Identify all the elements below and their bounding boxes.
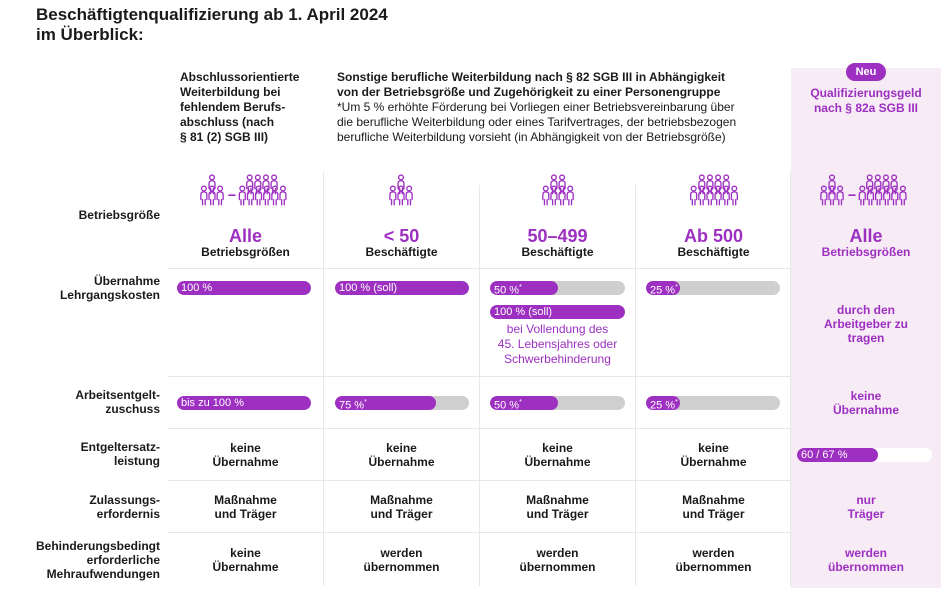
title-line-1: Beschäftigtenqualifizierung ab 1. April … xyxy=(36,5,388,24)
progress-bar: 25 %* xyxy=(646,396,780,410)
progress-bar: 100 % (soll) xyxy=(335,281,469,295)
row-label-zulassungserfordernis: Zulassungs-erfordernis xyxy=(89,493,160,521)
entgeltersatz-c1: keine Übernahme xyxy=(212,441,279,469)
entgeltersatz-c3: keine Übernahme xyxy=(524,441,591,469)
progress-fill xyxy=(177,396,311,410)
row-label-mehraufwendungen: Behinderungsbedingt erforderliche Mehraufw… xyxy=(36,539,160,581)
zulassung-c2: Maßnahme und Träger xyxy=(370,493,433,521)
people-group-range-icon xyxy=(200,174,287,206)
mehraufwendungen-c4: werden übernommen xyxy=(675,546,752,574)
zulassung-c4: Maßnahme und Träger xyxy=(682,493,745,521)
column-divider xyxy=(790,172,791,586)
progress-fill xyxy=(335,281,469,295)
column-header-qualifizierungsgeld: Qualifizierungsgeld nach § 82a SGB III xyxy=(810,86,922,115)
row-divider xyxy=(168,480,790,481)
column-divider xyxy=(323,172,324,586)
progress-label: 100 % (soll) xyxy=(494,306,553,318)
row-divider xyxy=(168,428,790,429)
new-badge: Neu xyxy=(846,63,886,81)
people-group-range-icon xyxy=(820,174,907,206)
progress-bar: bis zu 100 % xyxy=(177,396,311,410)
progress-label: 60 / 67 % xyxy=(801,449,848,461)
row-label-entgeltersatzleistung: Entgeltersatz-leistung xyxy=(80,440,160,468)
lehrgangskosten-c5: durch den Arbeitgeber zu tragen xyxy=(823,303,908,345)
betriebsgroesse-unit-c3: Beschäftigte xyxy=(521,245,594,259)
row-label-arbeitsentgeltzuschuss: Arbeitsentgelt-zuschuss xyxy=(75,388,160,416)
progress-label: bis zu 100 % xyxy=(181,397,244,409)
row-label-lehrgangskosten: Übernahme Lehrgangskosten xyxy=(59,274,160,302)
entgeltersatz-c4: keine Übernahme xyxy=(680,441,747,469)
column-header-abschlussorientiert: Abschlussorientierte Weiterbildung bei f… xyxy=(180,70,300,144)
betriebsgroesse-value-c2: < 50 xyxy=(383,226,420,246)
title-line-2: im Überblick: xyxy=(36,25,144,44)
betriebsgroesse-unit-c1: Betriebsgrößen xyxy=(201,245,290,259)
betriebsgroesse-value-c4: Ab 500 xyxy=(683,226,744,246)
column-divider xyxy=(479,185,480,586)
zulassung-c3: Maßnahme und Träger xyxy=(526,493,589,521)
progress-fill xyxy=(177,281,311,295)
column-header-sonstige-weiterbildung: Sonstige berufliche Weiterbildung nach §… xyxy=(337,70,787,145)
column-divider xyxy=(635,185,636,586)
progress-label: 25 %* xyxy=(650,399,678,410)
progress-fill xyxy=(335,396,436,410)
header-footnote: *Um 5 % erhöhte Förderung bei Vorliegen … xyxy=(337,100,737,144)
row-divider xyxy=(168,268,790,269)
people-small-group-icon xyxy=(389,174,413,206)
betriebsgroesse-unit-c5: Betriebsgrößen xyxy=(821,245,911,259)
progress-bar: 25 %* xyxy=(646,281,780,295)
row-divider xyxy=(168,376,790,377)
betriebsgroesse-value-c1: Alle xyxy=(228,226,262,246)
mehraufwendungen-c3: werden übernommen xyxy=(519,546,596,574)
progress-fill xyxy=(646,396,680,410)
row-divider xyxy=(168,532,790,533)
betriebsgroesse-value-c3: 50–499 xyxy=(527,226,588,246)
progress-bar: 60 / 67 % xyxy=(797,448,932,462)
progress-bar: 50 %* xyxy=(490,396,625,410)
page-title: Beschäftigtenqualifizierung ab 1. April … xyxy=(36,5,388,45)
mehraufwendungen-c5: werden übernommen xyxy=(827,546,904,574)
progress-fill xyxy=(490,281,558,295)
arbeitsentgelt-c5: keine Übernahme xyxy=(832,389,900,417)
progress-label: 100 % xyxy=(181,282,213,294)
betriebsgroesse-value-c5: Alle xyxy=(849,226,883,246)
progress-bar: 100 % (soll) xyxy=(490,305,625,319)
progress-label: 100 % (soll) xyxy=(339,282,398,294)
mehraufwendungen-c2: werden übernommen xyxy=(363,546,440,574)
progress-fill xyxy=(490,396,558,410)
progress-fill xyxy=(797,448,878,462)
mehraufwendungen-c1: keine Übernahme xyxy=(212,546,279,574)
zulassung-c5: nur Träger xyxy=(847,493,885,521)
progress-bar: 100 % xyxy=(177,281,311,295)
progress-fill xyxy=(490,305,625,319)
condition-note: bei Vollendung des 45. Lebensjahres oder… xyxy=(497,322,618,366)
people-medium-group-icon xyxy=(542,174,574,206)
betriebsgroesse-unit-c2: Beschäftigte xyxy=(365,245,438,259)
qualifizierungsgeld-column-bg xyxy=(791,68,941,588)
progress-label: 75 %* xyxy=(339,399,367,410)
progress-bar: 75 %* xyxy=(335,396,469,410)
zulassung-c1: Maßnahme und Träger xyxy=(214,493,277,521)
betriebsgroesse-unit-c4: Beschäftigte xyxy=(677,245,750,259)
row-label-betriebsgroesse: Betriebsgröße xyxy=(78,208,160,222)
progress-fill xyxy=(646,281,680,295)
entgeltersatz-c2: keine Übernahme xyxy=(368,441,435,469)
people-large-group-icon xyxy=(690,174,738,206)
progress-label: 50 %* xyxy=(494,399,522,410)
progress-label: 50 %* xyxy=(494,284,522,295)
progress-bar: 50 %* xyxy=(490,281,625,295)
progress-label: 25 %* xyxy=(650,284,678,295)
